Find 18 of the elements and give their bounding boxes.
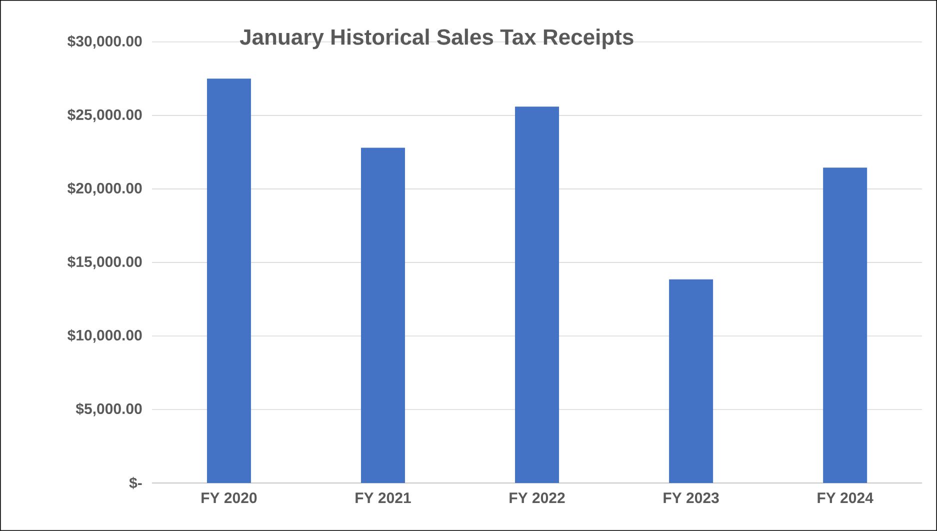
x-tick-label: FY 2021 xyxy=(356,492,411,504)
y-tick-label: $10,000.00 xyxy=(68,329,142,343)
chart-title: January Historical Sales Tax Receipts xyxy=(240,28,634,50)
bar xyxy=(206,78,251,484)
y-tick-label: $20,000.00 xyxy=(68,182,142,196)
bar xyxy=(515,106,560,484)
x-tick-label: FY 2020 xyxy=(202,492,257,504)
bar xyxy=(823,168,868,484)
y-tick-label: $25,000.00 xyxy=(68,108,142,122)
bar xyxy=(669,279,714,484)
bar xyxy=(360,148,405,484)
y-tick-label: $15,000.00 xyxy=(68,256,142,270)
y-tick-label: $5,000.00 xyxy=(76,402,142,416)
x-tick-label: FY 2023 xyxy=(664,492,719,504)
x-tick-label: FY 2022 xyxy=(510,492,565,504)
y-tick-label: $- xyxy=(129,476,142,490)
x-tick-label: FY 2024 xyxy=(818,492,874,504)
y-tick-label: $30,000.00 xyxy=(68,35,142,49)
